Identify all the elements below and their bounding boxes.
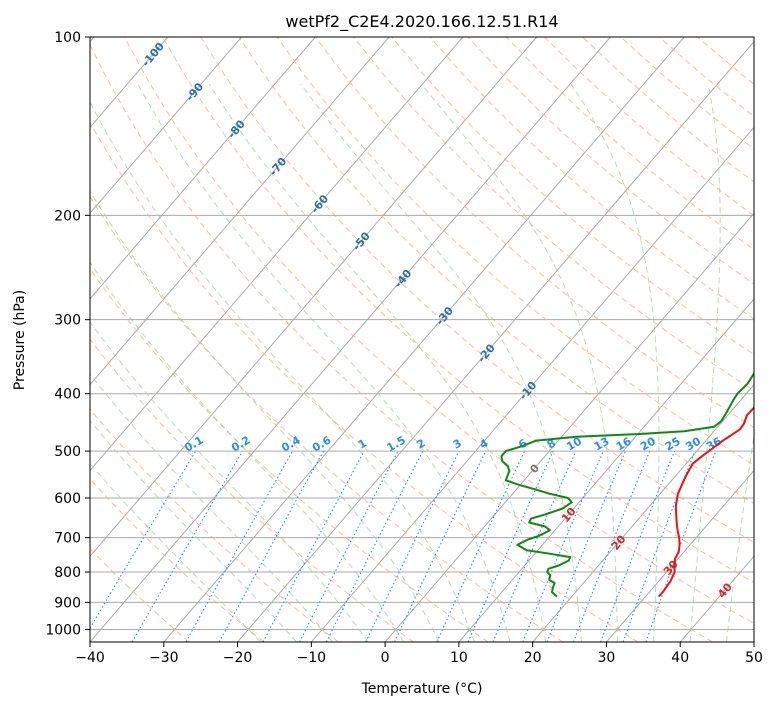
isotherm-line [90,37,390,386]
mixing-ratio-line [645,450,717,642]
moist-adiabat-line [420,83,618,642]
dry-adiabat-line [90,338,414,642]
moist-adiabat-line [90,419,297,642]
isotherm-line [310,126,754,642]
x-tick-label: −20 [223,650,253,666]
background-lines [90,37,754,642]
dry-adiabat-line [276,37,754,466]
dry-adiabat-line [544,37,754,217]
chart-title: wetPf2_C2E4.2020.166.12.51.R14 [285,12,558,32]
y-tick-label: 1000 [45,622,81,638]
plot-frame [89,36,755,643]
mixing-ratio-line [572,450,651,642]
dry-adiabat-line [467,37,754,285]
y-tick-label: 400 [54,387,81,403]
axes: −40 −30 −20 −10 0 10 20 30 40 50 100 200 300 400 500 60… [45,30,763,666]
mixing-ratio-line [467,450,554,642]
mixing-ratio-line [436,450,526,642]
y-axis-label: Pressure (hPa) [12,290,28,390]
moist-adiabat-line [90,463,261,642]
y-tick-label: 300 [54,313,81,329]
isotherm-line [90,37,538,558]
mixing-ratio-line [546,450,627,642]
isotherm-line [532,383,754,642]
moist-adiabat-line [300,83,582,642]
mixing-ratio-label: 4 [477,436,490,451]
x-tick-label: 0 [381,650,390,666]
mixing-ratio-line [218,450,324,642]
isopleth-labels: 0.1 0.2 0.4 0.6 1 1.5 2 3 4 6 8 10 13 16 20 25 30 36-100-… [139,40,735,601]
isotherm-line [606,469,754,642]
x-tick-label: −30 [149,650,179,666]
mixing-ratio-line [262,450,365,642]
isotherm-line [458,298,754,642]
y-tick-label: 500 [54,444,81,460]
mixing-ratio-line [325,450,424,642]
y-tick-label: 100 [54,30,81,46]
mixing-ratio-line [522,450,604,642]
dewpoint-profile-line [500,371,754,598]
moist-adiabat-line [726,432,754,642]
mixing-ratio-line [600,450,676,642]
isotherm-label: -100 [139,40,167,70]
isotherm-line [384,212,754,642]
mixing-ratio-label: 2 [414,437,427,452]
isotherm-line [90,37,611,642]
y-tick-label: 900 [54,595,81,611]
mixing-ratio-line [365,450,460,642]
mixing-ratio-line [394,450,487,642]
x-tick-label: −40 [75,650,105,666]
isotherm-line [90,37,242,214]
moist-adiabat-line [90,261,405,642]
isotherm-line [237,40,754,642]
dry-adiabat-line [238,37,754,505]
x-tick-label: 30 [598,650,616,666]
dry-adiabat-line [90,121,639,642]
isotherm-line [90,37,316,300]
dry-adiabat-line [200,37,754,544]
dry-adiabat-line [353,37,754,392]
moist-adiabat-line [90,321,369,642]
dry-adiabat-line [391,37,754,356]
mixing-ratio-line [299,450,399,642]
y-tick-label: 200 [54,208,81,224]
isotherm-line [679,555,754,642]
mixing-ratio-line [185,450,294,642]
moist-adiabat-line [689,83,721,642]
isotherm-line [163,37,685,642]
dry-adiabat-line [123,37,754,624]
isotherm-line [753,641,754,642]
mixing-ratio-label: 3 [451,437,464,452]
dry-adiabat-line [162,37,754,584]
moist-adiabat-line [90,101,475,642]
profiles [500,371,754,598]
dry-adiabat-line [429,37,754,320]
dry-adiabat-line [90,547,190,642]
y-tick-label: 800 [54,565,81,581]
x-tick-label: −10 [297,650,327,666]
y-tick-label: 600 [54,491,81,507]
moist-adiabat-line [137,83,511,642]
dry-adiabat-line [90,408,339,642]
dry-adiabat-line [90,195,564,642]
x-tick-label: 20 [524,650,542,666]
dry-adiabat-line [314,37,754,429]
x-axis-label: Temperature (°C) [361,681,483,697]
isotherm-line [90,37,464,472]
x-tick-label: 50 [745,650,763,666]
temperature-profile-line [658,406,754,598]
dry-adiabat-line [90,267,489,642]
x-tick-label: 40 [671,650,689,666]
x-tick-label: 10 [450,650,468,666]
dry-adiabat-line [90,478,265,642]
y-tick-label: 700 [54,531,81,547]
moist-adiabat-line [208,83,547,642]
dry-adiabat-line [505,37,754,251]
dry-adiabat-line [658,37,754,117]
dry-adiabat-line [696,37,754,85]
moist-adiabat-line [90,190,440,642]
dry-adiabat-line [90,43,713,642]
moist-adiabat-line [90,373,333,642]
